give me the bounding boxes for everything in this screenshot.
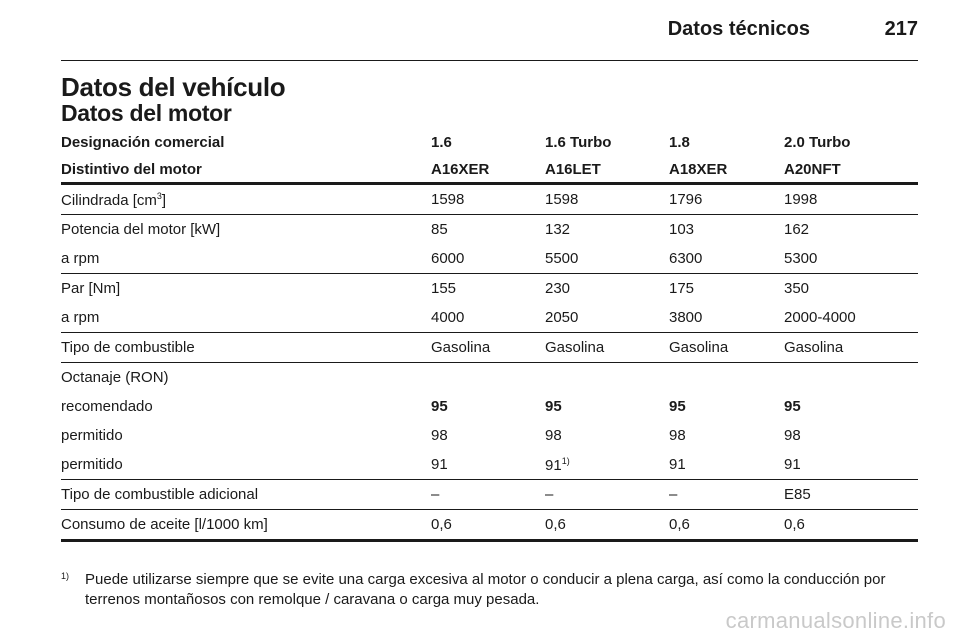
table-cell: 91	[431, 456, 448, 473]
header-cell: A20NFT	[784, 161, 841, 178]
table-rule	[61, 332, 918, 333]
header-cell: Designación comercial	[61, 134, 225, 151]
header-cell: A18XER	[669, 161, 728, 178]
table-rule	[61, 479, 918, 480]
page-heading: Datos del vehículo	[61, 72, 286, 102]
table-rule	[61, 273, 918, 274]
table-cell: Gasolina	[431, 339, 491, 356]
table-cell: 98	[784, 427, 801, 444]
watermark: carmanualsonline.info	[725, 608, 946, 633]
table-rule	[61, 214, 918, 215]
engine-data-table: Designación comercial 1.6 1.6 Turbo 1.8 …	[61, 128, 918, 542]
row-label: recomendado	[61, 398, 153, 415]
table-cell: Gasolina	[545, 339, 605, 356]
table-row: recomendado 95 95 95 95	[61, 392, 918, 421]
table-row: a rpm 6000 5500 6300 5300	[61, 244, 918, 273]
table-cell: 5500	[545, 250, 579, 267]
table-row: Tipo de combustible Gasolina Gasolina Ga…	[61, 333, 918, 362]
table-cell: 0,6	[784, 516, 805, 533]
table-cell: 132	[545, 221, 571, 238]
footnote-reference: 1)	[561, 456, 570, 466]
table-cell: 230	[545, 280, 571, 297]
header-cell: A16LET	[545, 161, 601, 178]
header-cell: A16XER	[431, 161, 490, 178]
table-rule	[61, 539, 918, 542]
table-cell: 6300	[669, 250, 703, 267]
row-label: Tipo de combustible adicional	[61, 486, 259, 503]
table-cell: 1796	[669, 191, 703, 208]
header-rule	[61, 60, 918, 61]
header-cell: 1.6	[431, 134, 452, 151]
row-label: a rpm	[61, 250, 100, 267]
row-label: Potencia del motor [kW]	[61, 221, 221, 238]
table-row: Tipo de combustible adicional – – – E85	[61, 480, 918, 509]
table-row: Par [Nm] 155 230 175 350	[61, 274, 918, 303]
table-cell: 3800	[669, 309, 703, 326]
table-row: Potencia del motor [kW] 85 132 103 162	[61, 215, 918, 244]
footnote-mark: 1)	[61, 571, 70, 581]
header-cell: 1.6 Turbo	[545, 134, 612, 151]
row-label: Consumo de aceite [l/1000 km]	[61, 516, 268, 533]
table-cell: 155	[431, 280, 457, 297]
table-cell: –	[431, 486, 440, 503]
table-row: a rpm 4000 2050 3800 2000-4000	[61, 303, 918, 332]
table-rule	[61, 362, 918, 363]
row-label: permitido	[61, 427, 123, 444]
table-cell: 98	[545, 427, 562, 444]
header-cell: Distintivo del motor	[61, 161, 202, 178]
table-rule	[61, 182, 918, 185]
table-cell: 91	[784, 456, 801, 473]
table-rule	[61, 509, 918, 510]
table-row: Consumo de aceite [l/1000 km] 0,6 0,6 0,…	[61, 510, 918, 539]
table-cell: 95	[669, 398, 686, 415]
table-row: permitido 91 911) 91 91	[61, 450, 918, 479]
table-cell: 2050	[545, 309, 579, 326]
table-cell: 350	[784, 280, 810, 297]
table-cell: Gasolina	[669, 339, 729, 356]
table-cell: 1998	[784, 191, 818, 208]
header-cell: 1.8	[669, 134, 690, 151]
table-cell: 98	[669, 427, 686, 444]
table-cell: 0,6	[545, 516, 566, 533]
table-cell: 95	[784, 398, 801, 415]
table-cell: 5300	[784, 250, 818, 267]
table-cell: 103	[669, 221, 695, 238]
table-cell: 2000-4000	[784, 309, 856, 326]
section-heading: Datos del motor	[61, 100, 232, 126]
table-header-row: Designación comercial 1.6 1.6 Turbo 1.8 …	[61, 128, 918, 155]
table-row: Cilindrada [cm3] 1598 1598 1796 1998	[61, 185, 918, 214]
table-cell: 175	[669, 280, 695, 297]
table-row: Octanaje (RON)	[61, 363, 918, 392]
table-cell: 4000	[431, 309, 465, 326]
table-cell: 0,6	[669, 516, 690, 533]
row-label: permitido	[61, 456, 123, 473]
table-cell: 6000	[431, 250, 465, 267]
table-cell: 1598	[431, 191, 465, 208]
header-cell: 2.0 Turbo	[784, 134, 851, 151]
table-cell: 162	[784, 221, 810, 238]
row-label: Tipo de combustible	[61, 339, 195, 356]
table-row: permitido 98 98 98 98	[61, 421, 918, 450]
row-label: Cilindrada [cm3]	[61, 191, 167, 209]
footnote: 1) Puede utilizarse siempre que se evite…	[61, 570, 921, 610]
row-label: Par [Nm]	[61, 280, 121, 297]
row-label: Octanaje (RON)	[61, 369, 169, 386]
footnote-text: Puede utilizarse siempre que se evite un…	[85, 571, 886, 608]
table-cell: 1598	[545, 191, 579, 208]
table-cell: 85	[431, 221, 448, 238]
table-cell: 0,6	[431, 516, 452, 533]
table-cell: 95	[431, 398, 448, 415]
table-cell: Gasolina	[784, 339, 844, 356]
table-header-row: Distintivo del motor A16XER A16LET A18XE…	[61, 155, 918, 182]
table-cell: 95	[545, 398, 562, 415]
table-cell: E85	[784, 486, 811, 503]
table-cell: 98	[431, 427, 448, 444]
table-cell: 911)	[545, 456, 570, 474]
row-label: a rpm	[61, 309, 100, 326]
page-number: 217	[884, 18, 918, 40]
table-cell: 91	[669, 456, 686, 473]
section-title: Datos técnicos	[667, 18, 810, 40]
table-cell: –	[545, 486, 554, 503]
table-cell: –	[669, 486, 678, 503]
